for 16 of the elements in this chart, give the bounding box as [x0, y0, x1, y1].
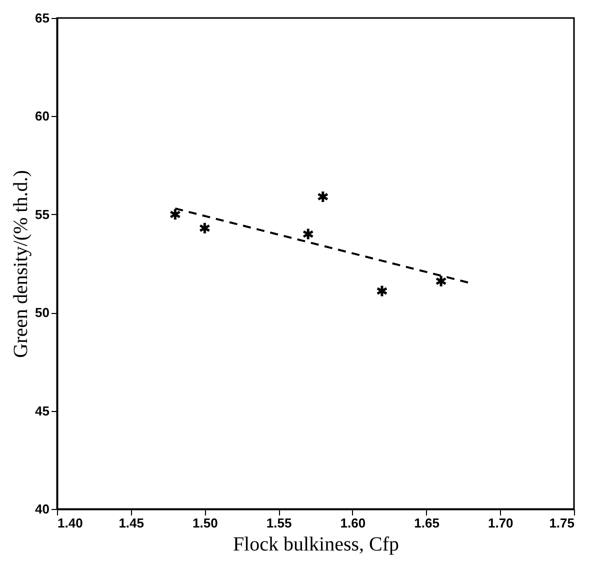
x-tick-label: 1.70 [488, 516, 514, 530]
x-tick-label: 1.60 [340, 516, 366, 530]
y-tick-label: 45 [35, 403, 50, 418]
y-tick-label: 40 [35, 502, 50, 516]
x-axis-title: Flock bulkiness, Cfp [232, 534, 400, 556]
y-tick-label: 50 [35, 305, 50, 320]
x-tick-label: 1.75 [549, 516, 574, 530]
x-tick-label: 1.50 [192, 516, 218, 530]
y-tick-label: 55 [35, 206, 50, 222]
y-tick-label: 60 [35, 108, 50, 124]
y-tick-label: 65 [35, 10, 50, 26]
x-tick-label: 1.40 [58, 516, 83, 530]
x-tick-label: 1.65 [414, 516, 440, 530]
x-tick-label: 1.45 [118, 516, 144, 530]
y-axis-title: Green density/(% th.d.) [10, 170, 32, 358]
x-tick-label: 1.55 [266, 516, 292, 530]
